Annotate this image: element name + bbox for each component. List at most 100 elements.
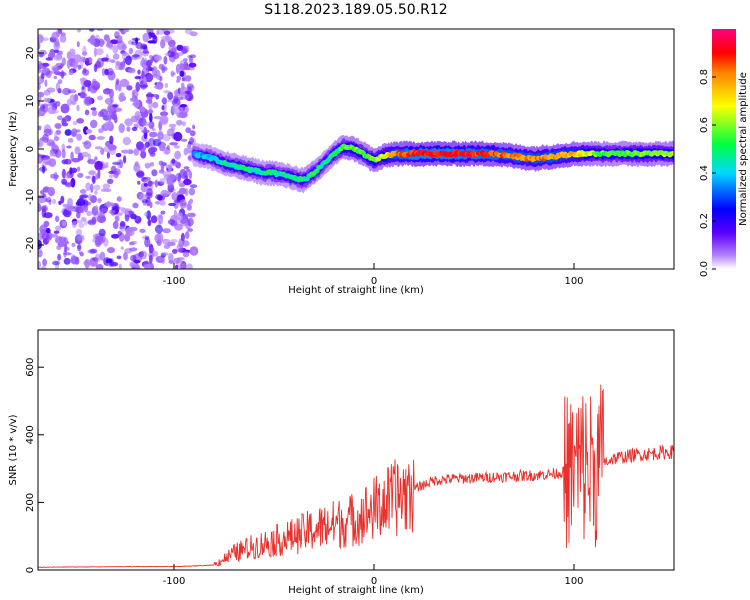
noise-speck <box>188 62 197 68</box>
spectrogram-marks <box>38 29 674 269</box>
noise-speck <box>187 66 195 71</box>
noise-speck <box>121 44 127 50</box>
noise-speck <box>132 89 139 99</box>
noise-speck <box>38 82 41 91</box>
noise-speck <box>137 180 141 185</box>
noise-speck <box>182 58 188 62</box>
noise-speck <box>112 104 119 108</box>
noise-speck <box>133 259 141 264</box>
noise-speck <box>115 81 118 91</box>
noise-speck <box>82 67 87 74</box>
noise-speck <box>97 210 104 218</box>
noise-speck <box>118 29 123 32</box>
noise-speck <box>114 31 120 37</box>
noise-speck <box>174 265 179 269</box>
noise-speck <box>41 233 50 241</box>
noise-speck <box>84 109 90 116</box>
noise-speck <box>148 254 153 264</box>
noise-speck <box>176 243 184 253</box>
x-tick-label: 100 <box>564 276 583 287</box>
noise-speck <box>62 87 71 96</box>
noise-speck <box>144 212 148 217</box>
noise-speck <box>170 239 178 243</box>
noise-speck <box>85 129 93 134</box>
noise-speck <box>139 250 148 260</box>
noise-speck <box>179 168 187 179</box>
noise-speck <box>162 228 171 234</box>
noise-speck <box>59 34 67 43</box>
x-tick-label: -100 <box>163 276 186 287</box>
noise-speck <box>158 63 165 70</box>
noise-speck <box>182 251 190 258</box>
noise-speck <box>123 252 128 261</box>
noise-speck <box>145 196 151 207</box>
noise-speck <box>107 247 115 254</box>
noise-speck <box>105 88 110 92</box>
noise-speck <box>167 182 175 193</box>
noise-speck <box>51 144 59 153</box>
noise-speck <box>112 44 119 54</box>
noise-speck <box>126 126 131 132</box>
noise-speck <box>107 112 112 122</box>
noise-speck <box>162 133 171 142</box>
noise-speck <box>183 166 190 170</box>
noise-speck <box>83 80 92 88</box>
noise-speck <box>186 168 191 173</box>
noise-speck <box>85 175 91 179</box>
noise-speck <box>189 184 198 189</box>
noise-speck <box>144 72 154 83</box>
noise-speck <box>173 145 181 149</box>
noise-speck <box>69 94 76 104</box>
noise-speck <box>164 52 171 57</box>
noise-speck <box>134 75 142 80</box>
noise-speck <box>87 85 91 92</box>
noise-speck <box>144 264 151 269</box>
noise-speck <box>146 188 153 197</box>
noise-speck <box>50 233 58 238</box>
noise-speck <box>179 199 187 209</box>
noise-speck <box>171 192 178 201</box>
noise-speck <box>42 258 47 267</box>
noise-speck <box>120 80 130 87</box>
noise-speck <box>156 232 164 243</box>
y-tick-label: 0 <box>25 146 36 152</box>
noise-speck <box>141 49 150 57</box>
noise-speck <box>181 138 188 142</box>
noise-speck <box>165 36 172 42</box>
y-tick-label: 10 <box>25 95 36 108</box>
noise-speck <box>38 69 44 74</box>
noise-speck <box>77 172 84 178</box>
noise-speck <box>144 237 151 248</box>
noise-speck <box>184 90 191 95</box>
noise-speck <box>70 151 74 161</box>
noise-speck <box>49 48 56 59</box>
noise-speck <box>101 57 109 62</box>
noise-speck <box>187 144 191 149</box>
noise-speck <box>68 69 74 76</box>
x-tick-label: 0 <box>371 276 377 287</box>
noise-speck <box>129 97 137 102</box>
y-tick-label: 20 <box>25 47 36 60</box>
noise-speck <box>115 63 121 71</box>
noise-speck <box>150 247 155 252</box>
y-tick-label: 600 <box>25 358 36 377</box>
noise-speck <box>96 136 106 140</box>
noise-speck <box>186 83 194 89</box>
noise-speck <box>52 260 60 266</box>
noise-speck <box>61 117 67 126</box>
noise-speck <box>81 151 89 158</box>
noise-speck <box>65 204 74 211</box>
noise-speck <box>86 210 93 217</box>
noise-speck <box>149 113 153 123</box>
noise-speck <box>49 142 56 146</box>
noise-speck <box>99 251 106 261</box>
noise-speck <box>117 230 122 236</box>
noise-speck <box>116 196 122 202</box>
noise-speck <box>43 220 50 227</box>
noise-speck <box>45 57 53 61</box>
noise-speck <box>109 135 114 145</box>
noise-speck <box>95 61 102 69</box>
noise-speck <box>172 248 178 254</box>
noise-speck <box>159 111 169 117</box>
